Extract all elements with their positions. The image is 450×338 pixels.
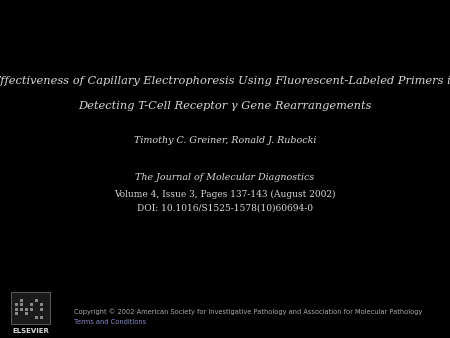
Bar [15, 312, 18, 315]
Text: Timothy C. Greiner, Ronald J. Rubocki: Timothy C. Greiner, Ronald J. Rubocki [134, 136, 316, 145]
Text: Terms and Conditions: Terms and Conditions [74, 319, 146, 325]
Bar [20, 308, 23, 311]
Bar [15, 303, 18, 306]
Bar [25, 308, 28, 311]
Text: The Journal of Molecular Diagnostics: The Journal of Molecular Diagnostics [135, 173, 315, 182]
Bar [15, 308, 18, 311]
Bar [20, 299, 23, 302]
Bar [25, 312, 28, 315]
Bar [35, 316, 38, 319]
Text: Copyright © 2002 American Society for Investigative Pathology and Association fo: Copyright © 2002 American Society for In… [74, 308, 423, 315]
Bar [40, 303, 43, 306]
Bar [40, 308, 43, 311]
Bar [11, 292, 50, 324]
Text: DOI: 10.1016/S1525-1578(10)60694-0: DOI: 10.1016/S1525-1578(10)60694-0 [137, 203, 313, 212]
Bar [30, 308, 33, 311]
Text: Effectiveness of Capillary Electrophoresis Using Fluorescent-Labeled Primers in: Effectiveness of Capillary Electrophores… [0, 76, 450, 86]
Bar [40, 316, 43, 319]
Text: Detecting T-Cell Receptor γ Gene Rearrangements: Detecting T-Cell Receptor γ Gene Rearran… [78, 101, 372, 112]
Text: Volume 4, Issue 3, Pages 137-143 (August 2002): Volume 4, Issue 3, Pages 137-143 (August… [114, 190, 336, 199]
Text: ELSEVIER: ELSEVIER [12, 328, 49, 334]
Bar [35, 299, 38, 302]
Bar [30, 303, 33, 306]
Bar [20, 303, 23, 306]
